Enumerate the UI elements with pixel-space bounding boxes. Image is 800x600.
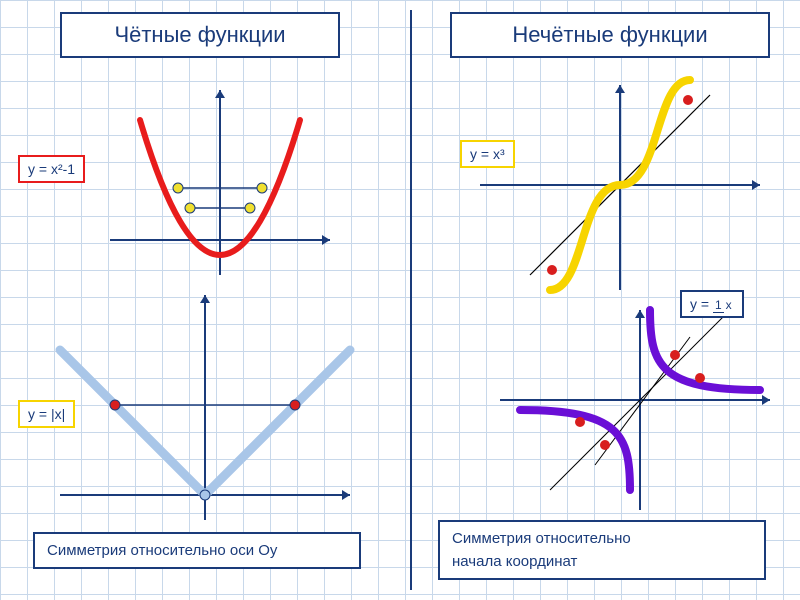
right-title: Нечётные функции [450,12,770,58]
label-cubic: y = x³ [460,140,515,168]
center-divider [410,10,412,590]
left-title: Чётные функции [60,12,340,58]
right-caption-line2: начала координат [452,553,752,570]
chart-hyperbola [490,300,780,520]
fraction-icon: 1x [713,299,734,311]
label-abs: y = |x| [18,400,75,428]
label-parabola: y = x²-1 [18,155,85,183]
label-hyperbola-prefix: y = [690,296,713,312]
right-caption: Симметрия относительно начала координат [438,520,766,580]
chart-parabola [100,80,340,280]
left-caption: Симметрия относительно оси Оу [33,532,361,569]
label-hyperbola: y = 1x [680,290,744,318]
chart-cubic [470,75,770,295]
chart-abs [50,285,360,525]
right-caption-line1: Симметрия относительно [452,530,752,547]
